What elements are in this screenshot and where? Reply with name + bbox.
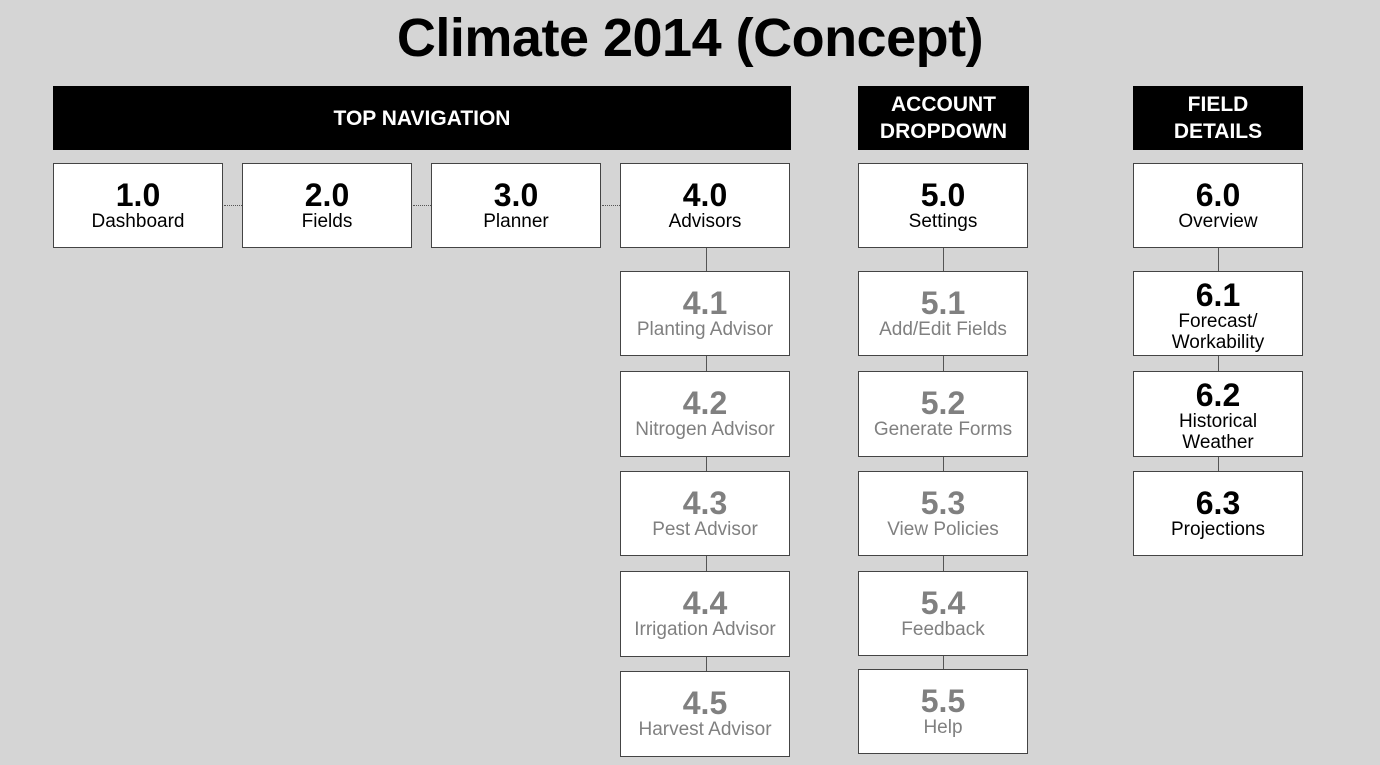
node-label: Nitrogen Advisor <box>635 419 775 440</box>
node-label: Planting Advisor <box>636 319 774 340</box>
node-number: 1.0 <box>115 177 161 213</box>
node-number: 6.3 <box>1195 485 1241 521</box>
node-label: Projections <box>1171 519 1265 540</box>
node-6-2[interactable]: 6.2 Historical Weather <box>1133 371 1303 457</box>
header-top-navigation: TOP NAVIGATION <box>53 86 791 150</box>
node-5-1[interactable]: 5.1 Add/Edit Fields <box>858 271 1028 356</box>
node-4-1[interactable]: 4.1 Planting Advisor <box>620 271 790 356</box>
connector-3-4 <box>602 205 620 206</box>
node-label: Advisors <box>668 211 742 232</box>
node-label: Help <box>923 717 963 738</box>
header-field-details: FIELD DETAILS <box>1133 86 1303 150</box>
node-label: View Policies <box>887 519 999 540</box>
node-label: Pest Advisor <box>652 519 758 540</box>
node-label: Generate Forms <box>873 419 1013 440</box>
node-number: 6.2 <box>1195 377 1241 413</box>
node-label: Overview <box>1178 211 1258 232</box>
node-number: 4.3 <box>682 485 728 521</box>
node-number: 4.1 <box>682 285 728 321</box>
connector-6-column <box>1218 248 1219 472</box>
diagram-title: Climate 2014 (Concept) <box>396 8 984 68</box>
node-label: Dashboard <box>91 211 185 232</box>
node-5-0[interactable]: 5.0 Settings <box>858 163 1028 248</box>
node-number: 3.0 <box>493 177 539 213</box>
node-label: Forecast/ Workability <box>1171 311 1265 353</box>
node-number: 5.3 <box>920 485 966 521</box>
node-4-4[interactable]: 4.4 Irrigation Advisor <box>620 571 790 657</box>
connector-5-column <box>943 248 944 669</box>
node-label: Irrigation Advisor <box>634 619 776 640</box>
node-3-0[interactable]: 3.0 Planner <box>431 163 601 248</box>
node-number: 4.2 <box>682 385 728 421</box>
node-label: Planner <box>483 211 549 232</box>
node-label: Fields <box>301 211 353 232</box>
connector-4-column <box>706 248 707 672</box>
node-label: Historical Weather <box>1178 411 1258 453</box>
node-number: 4.4 <box>682 585 728 621</box>
node-1-0[interactable]: 1.0 Dashboard <box>53 163 223 248</box>
node-5-4[interactable]: 5.4 Feedback <box>858 571 1028 656</box>
node-number: 5.0 <box>920 177 966 213</box>
node-4-5[interactable]: 4.5 Harvest Advisor <box>620 671 790 757</box>
connector-1-2 <box>224 205 242 206</box>
node-number: 2.0 <box>304 177 350 213</box>
connector-2-3 <box>413 205 431 206</box>
node-6-1[interactable]: 6.1 Forecast/ Workability <box>1133 271 1303 356</box>
node-4-0[interactable]: 4.0 Advisors <box>620 163 790 248</box>
node-label: Settings <box>908 211 978 232</box>
header-account-dropdown-label: ACCOUNT DROPDOWN <box>879 93 1008 143</box>
node-4-3[interactable]: 4.3 Pest Advisor <box>620 471 790 556</box>
node-number: 6.0 <box>1195 177 1241 213</box>
node-label: Add/Edit Fields <box>879 319 1007 340</box>
node-number: 5.2 <box>920 385 966 421</box>
header-account-dropdown: ACCOUNT DROPDOWN <box>858 86 1029 150</box>
node-number: 5.4 <box>920 585 966 621</box>
node-2-0[interactable]: 2.0 Fields <box>242 163 412 248</box>
node-5-2[interactable]: 5.2 Generate Forms <box>858 371 1028 457</box>
node-label: Harvest Advisor <box>638 719 772 740</box>
node-number: 5.1 <box>920 285 966 321</box>
node-4-2[interactable]: 4.2 Nitrogen Advisor <box>620 371 790 457</box>
node-number: 6.1 <box>1195 277 1241 313</box>
header-top-navigation-label: TOP NAVIGATION <box>333 106 511 130</box>
node-label: Feedback <box>901 619 985 640</box>
node-number: 5.5 <box>920 683 966 719</box>
node-number: 4.5 <box>682 685 728 721</box>
node-6-0[interactable]: 6.0 Overview <box>1133 163 1303 248</box>
node-5-5[interactable]: 5.5 Help <box>858 669 1028 754</box>
node-number: 4.0 <box>682 177 728 213</box>
node-6-3[interactable]: 6.3 Projections <box>1133 471 1303 556</box>
header-field-details-label: FIELD DETAILS <box>1173 93 1263 143</box>
node-5-3[interactable]: 5.3 View Policies <box>858 471 1028 556</box>
